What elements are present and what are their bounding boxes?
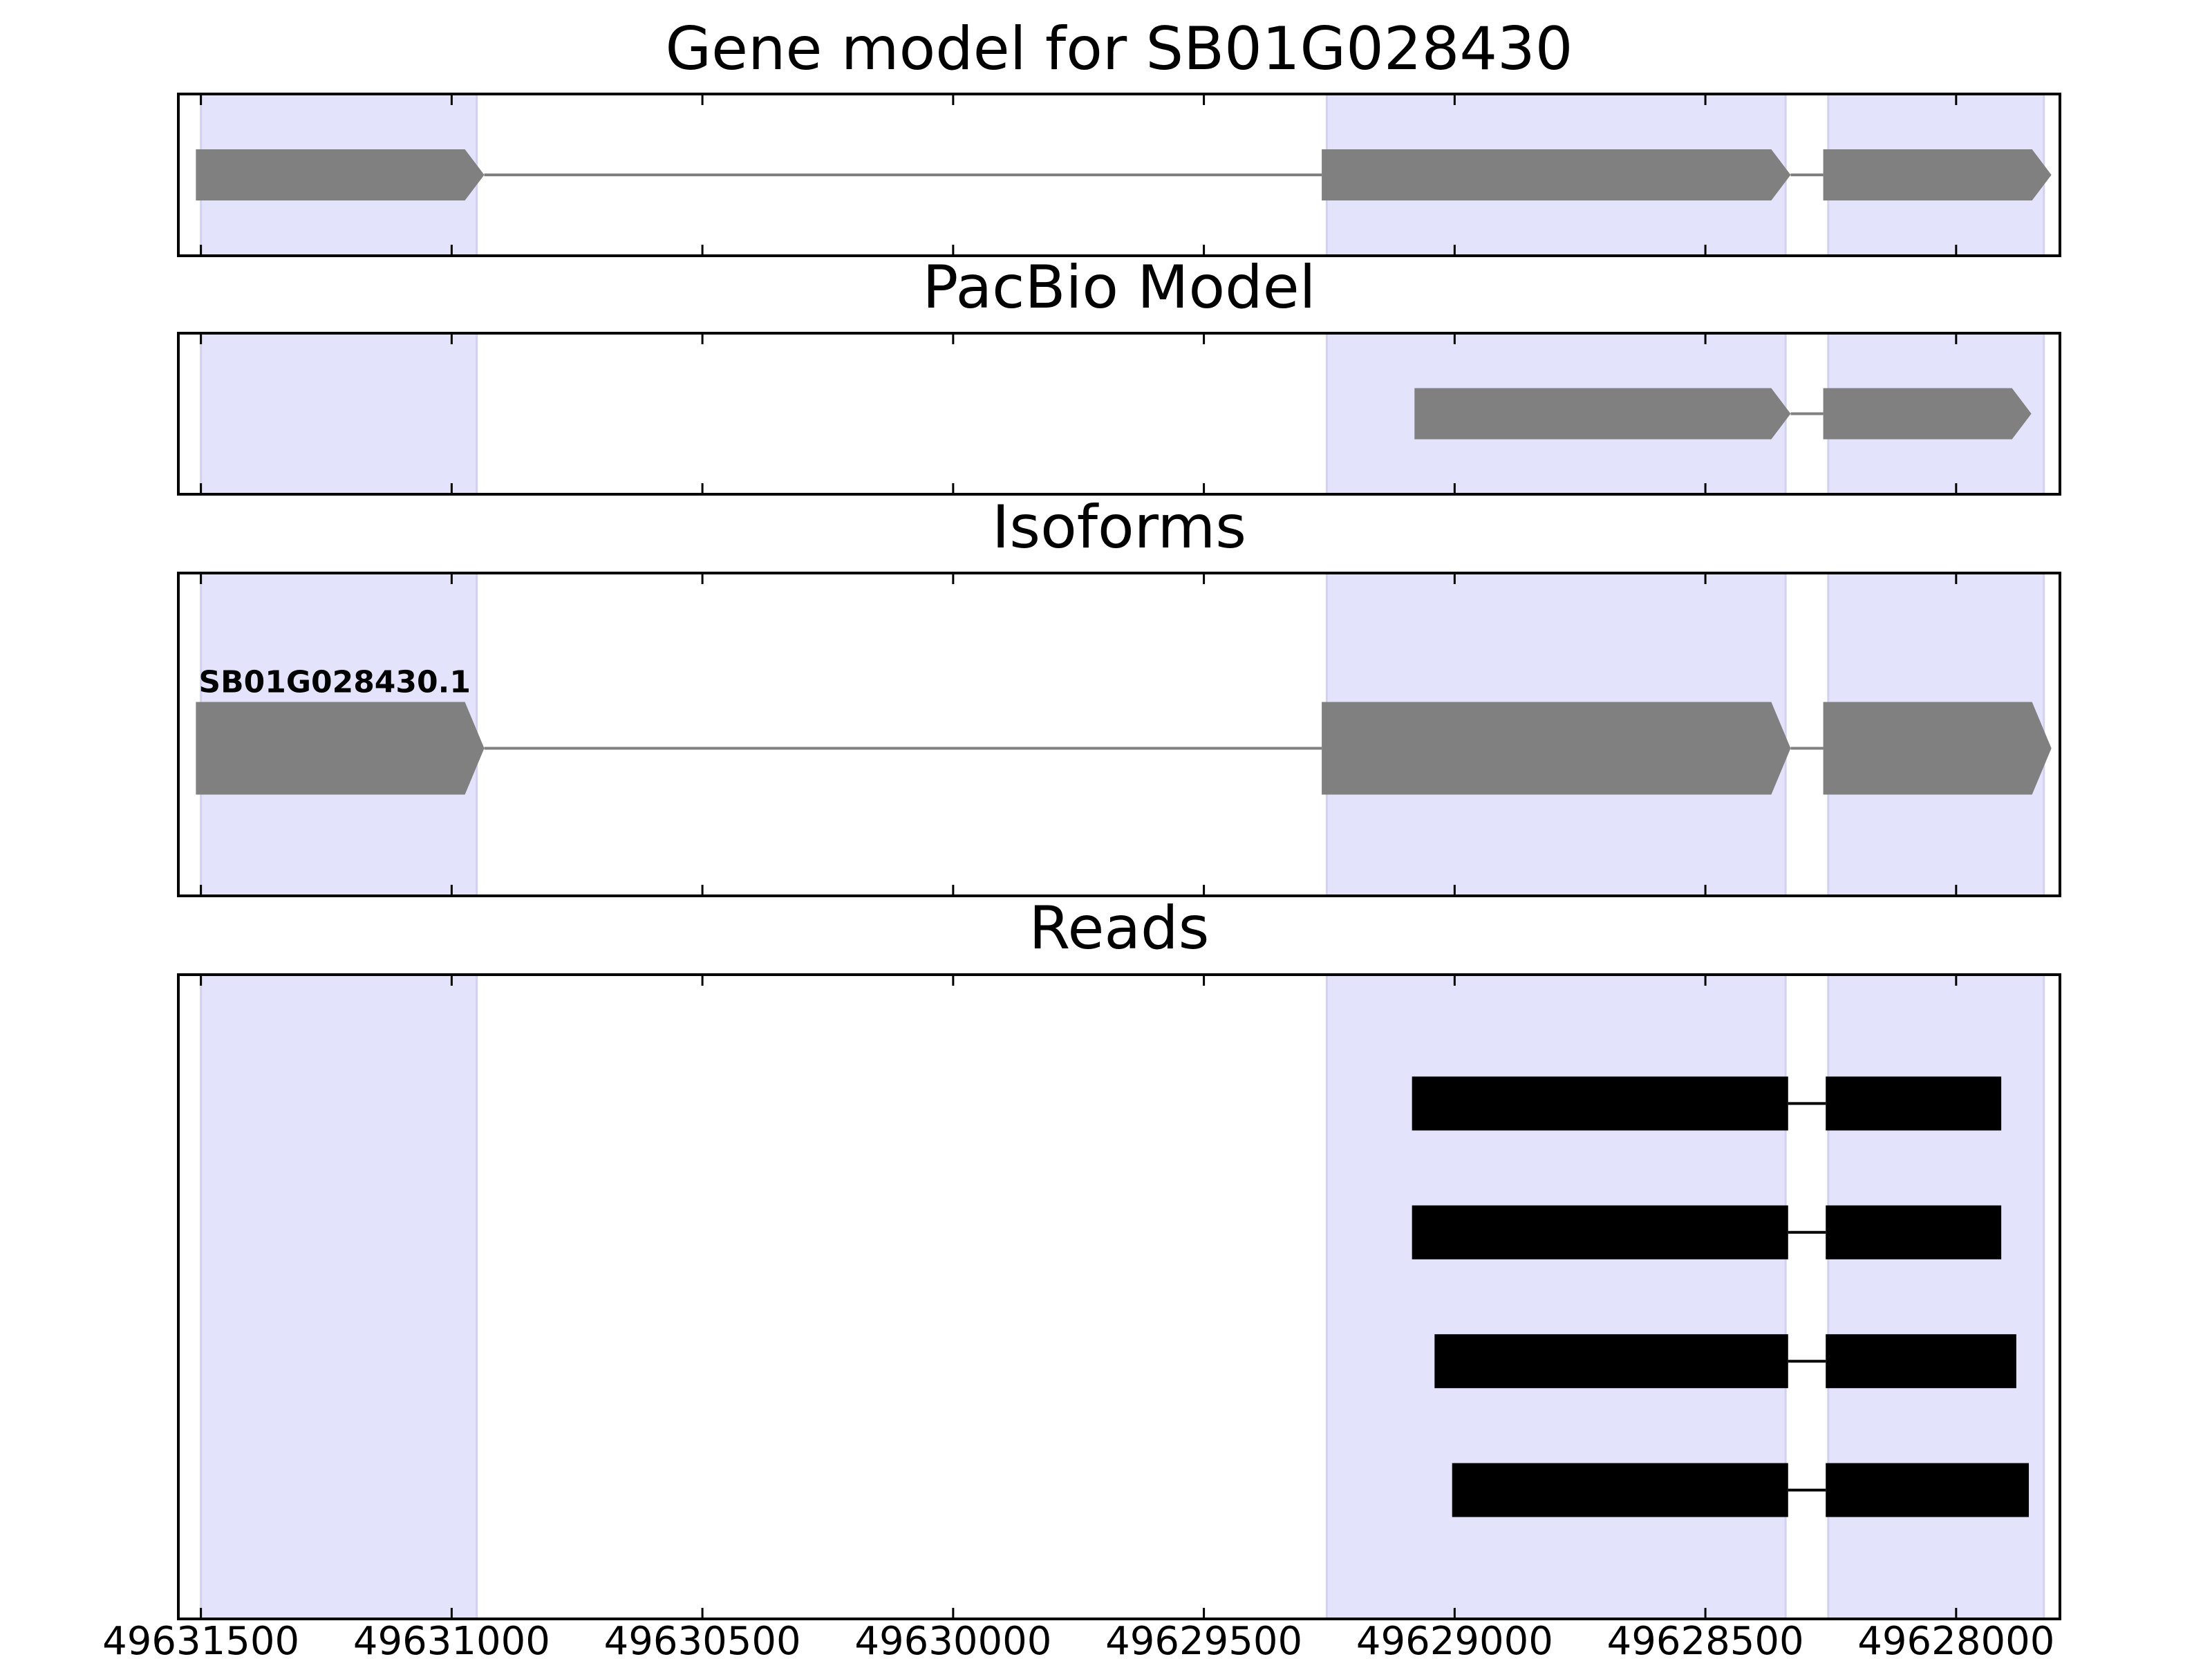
isoform-label: SB01G028430.1 [198,665,471,700]
exon [1823,388,2032,440]
panel-frame [177,93,2061,257]
panel-title: Reads [1029,894,1210,963]
panel-title: Isoforms [992,493,1246,562]
read-block [1826,1463,2030,1517]
panel-title: Gene model for SB01G028430 [666,15,1573,84]
x-tick-label: 49631000 [353,1619,550,1659]
x-tick-label: 49628000 [1857,1619,2054,1659]
x-tick-label: 49630000 [854,1619,1051,1659]
exon-region [1827,973,2045,1620]
x-tick-label: 49628500 [1607,1619,1804,1659]
read-block [1452,1463,1788,1517]
read-block [1434,1334,1788,1389]
exon [196,149,485,200]
x-tick-label: 49629500 [1105,1619,1302,1659]
read-block [1826,1334,2016,1389]
exon [1823,149,2052,200]
panel-frame [177,572,2061,897]
exon [1322,149,1791,200]
x-tick-label: 49629000 [1356,1619,1553,1659]
exon-region [200,973,478,1620]
exon [1823,702,2052,795]
panel-frame [177,332,2061,496]
read-block [1826,1076,2002,1131]
read-block [1412,1076,1788,1131]
x-tick-label: 49630500 [604,1619,801,1659]
exon-region [1325,973,1787,1620]
exon-region [200,332,478,496]
exon [1322,702,1791,795]
exon [196,702,485,795]
read-block [1412,1205,1788,1259]
read-block [1826,1205,2002,1259]
exon [1414,388,1791,440]
panel-title: PacBio Model [922,253,1315,322]
x-tick-label: 49631500 [102,1619,299,1659]
panel-frame [177,973,2061,1620]
